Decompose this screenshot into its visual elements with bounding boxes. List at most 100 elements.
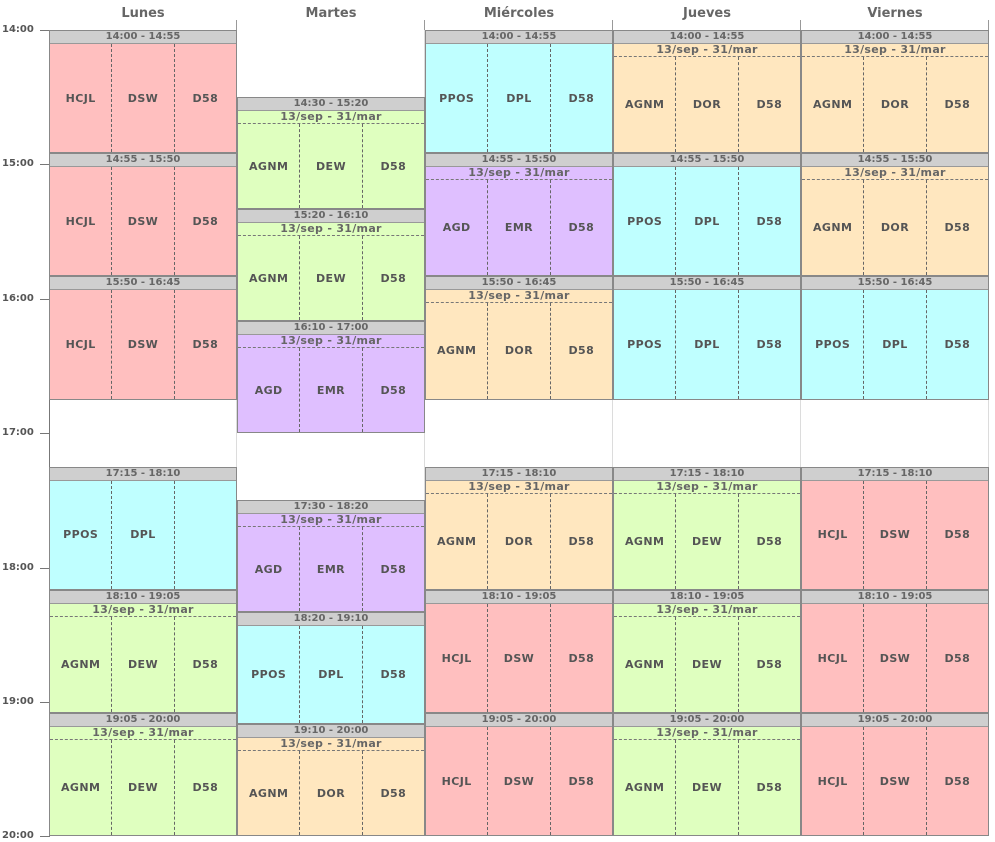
block-cell: DSW [863, 604, 925, 713]
block-cell: DPL [487, 44, 549, 153]
class-block[interactable]: 14:00 - 14:55 PPOS DPL D58 [425, 30, 613, 154]
block-cell: D58 [173, 167, 236, 276]
hour-label: 20:00 [2, 830, 34, 842]
day-header-3: Jueves [683, 6, 731, 21]
class-block[interactable]: 18:10 - 19:05 13/sep - 31/mar AGNM DEW D58 [49, 590, 237, 714]
block-time-range: 16:10 - 17:00 [238, 322, 424, 336]
block-cells: PPOS DPL D58 [614, 167, 800, 276]
block-cells: HCJL DSW D58 [802, 604, 988, 713]
block-cell: PPOS [815, 337, 851, 351]
block-cell: PPOS [251, 668, 287, 682]
block-time-range: 19:10 - 20:00 [238, 725, 424, 739]
class-block[interactable]: 15:20 - 16:10 13/sep - 31/mar AGNM DEW D58 [237, 209, 425, 322]
block-cell: DOR [863, 180, 925, 276]
class-block[interactable]: 18:10 - 19:05 HCJL DSW D58 [801, 590, 989, 714]
block-cell: DEW [111, 617, 173, 713]
block-cells: AGNM DEW D58 [50, 617, 236, 713]
block-cell: D58 [737, 740, 800, 836]
block-cells: PPOS DPL D58 [614, 290, 800, 399]
block-cell: AGNM [249, 159, 289, 173]
class-block[interactable]: 16:10 - 17:00 13/sep - 31/mar AGD EMR D58 [237, 321, 425, 434]
class-block[interactable]: 14:55 - 15:50 13/sep - 31/mar AGD EMR D58 [425, 153, 613, 277]
day-header-0: Lunes [121, 6, 165, 21]
block-cell [173, 480, 236, 589]
class-block[interactable]: 15:50 - 16:45 HCJL DSW D58 [49, 276, 237, 400]
block-cell: D58 [361, 348, 424, 433]
block-cell: DEW [675, 617, 737, 713]
block-date-range: 13/sep - 31/mar [614, 480, 800, 494]
block-cell: DEW [299, 124, 361, 209]
class-block[interactable]: 17:15 - 18:10 PPOS DPL [49, 466, 237, 590]
class-block[interactable]: 14:00 - 14:55 HCJL DSW D58 [49, 30, 237, 154]
block-cell: EMR [299, 348, 361, 433]
block-cells: AGNM DOR D58 [802, 57, 988, 153]
block-cell: HCJL [65, 337, 96, 351]
block-cell: AGNM [61, 658, 101, 672]
class-block[interactable]: 17:30 - 18:20 13/sep - 31/mar AGD EMR D58 [237, 500, 425, 613]
block-cell: AGNM [437, 534, 477, 548]
block-time-range: 17:30 - 18:20 [238, 501, 424, 515]
class-block[interactable]: 19:05 - 20:00 13/sep - 31/mar AGNM DEW D58 [613, 713, 801, 837]
block-date-range: 13/sep - 31/mar [426, 290, 612, 304]
block-date-range: 13/sep - 31/mar [426, 167, 612, 181]
class-block[interactable]: 15:50 - 16:45 PPOS DPL D58 [801, 276, 989, 400]
block-cells: HCJL DSW D58 [50, 290, 236, 399]
class-block[interactable]: 19:10 - 20:00 13/sep - 31/mar AGNM DOR D58 [237, 724, 425, 837]
hour-tick [40, 298, 50, 300]
class-block[interactable]: 14:55 - 15:50 HCJL DSW D58 [49, 153, 237, 277]
block-cell: DSW [111, 167, 173, 276]
block-time-range: 14:00 - 14:55 [50, 31, 236, 44]
class-block[interactable]: 19:05 - 20:00 HCJL DSW D58 [801, 713, 989, 837]
hour-tick [40, 702, 50, 703]
block-cell: HCJL [817, 774, 848, 788]
class-block[interactable]: 18:20 - 19:10 PPOS DPL D58 [237, 612, 425, 725]
class-block[interactable]: 14:00 - 14:55 13/sep - 31/mar AGNM DOR D58 [801, 30, 989, 154]
block-time-range: 14:00 - 14:55 [614, 31, 800, 44]
column-divider [800, 30, 801, 837]
block-time-range: 14:00 - 14:55 [802, 31, 988, 44]
hour-tick [40, 836, 50, 838]
block-cell: D58 [737, 57, 800, 153]
block-cells: HCJL DSW D58 [802, 727, 988, 836]
block-time-range: 19:05 - 20:00 [426, 714, 612, 728]
block-time-range: 14:55 - 15:50 [614, 154, 800, 168]
block-cell: HCJL [65, 214, 96, 228]
block-cell: D58 [173, 740, 236, 836]
class-block[interactable]: 14:55 - 15:50 13/sep - 31/mar AGNM DOR D58 [801, 153, 989, 277]
block-cell: D58 [925, 727, 988, 836]
class-block[interactable]: 17:15 - 18:10 13/sep - 31/mar AGNM DOR D58 [425, 466, 613, 590]
block-time-range: 17:15 - 18:10 [614, 467, 800, 481]
block-time-range: 15:20 - 16:10 [238, 210, 424, 224]
class-block[interactable]: 18:10 - 19:05 13/sep - 31/mar AGNM DEW D58 [613, 590, 801, 714]
class-block[interactable]: 17:15 - 18:10 13/sep - 31/mar AGNM DEW D58 [613, 466, 801, 590]
block-time-range: 18:10 - 19:05 [50, 591, 236, 604]
block-cell: D58 [173, 290, 236, 399]
block-cell: AGNM [249, 786, 289, 800]
class-block[interactable]: 18:10 - 19:05 HCJL DSW D58 [425, 590, 613, 714]
day-header-4: Viernes [867, 6, 923, 21]
header-tick [236, 20, 237, 30]
block-date-range: 13/sep - 31/mar [238, 335, 424, 349]
hour-label: 15:00 [2, 158, 34, 170]
block-time-range: 18:10 - 19:05 [426, 591, 612, 604]
block-cell: DPL [863, 290, 925, 399]
class-block[interactable]: 14:00 - 14:55 13/sep - 31/mar AGNM DOR D58 [613, 30, 801, 154]
class-block[interactable]: 14:55 - 15:50 PPOS DPL D58 [613, 153, 801, 277]
class-block[interactable]: 19:05 - 20:00 HCJL DSW D58 [425, 713, 613, 837]
block-cells: AGD EMR D58 [238, 527, 424, 612]
block-cell: DSW [863, 727, 925, 836]
block-time-range: 14:55 - 15:50 [802, 154, 988, 168]
class-block[interactable]: 15:50 - 16:45 13/sep - 31/mar AGNM DOR D58 [425, 276, 613, 400]
class-block[interactable]: 14:30 - 15:20 13/sep - 31/mar AGNM DEW D58 [237, 97, 425, 210]
block-cells: PPOS DPL D58 [802, 290, 988, 399]
block-cell: EMR [299, 527, 361, 612]
class-block[interactable]: 19:05 - 20:00 13/sep - 31/mar AGNM DEW D58 [49, 713, 237, 837]
block-cells: AGNM DEW D58 [614, 617, 800, 713]
block-cells: AGNM DEW D58 [614, 493, 800, 589]
class-block[interactable]: 17:15 - 18:10 HCJL DSW D58 [801, 466, 989, 590]
day-header-1: Martes [305, 6, 357, 21]
header-tick [988, 20, 989, 30]
block-time-range: 18:10 - 19:05 [802, 591, 988, 604]
class-block[interactable]: 15:50 - 16:45 PPOS DPL D58 [613, 276, 801, 400]
block-cell: DEW [299, 236, 361, 321]
